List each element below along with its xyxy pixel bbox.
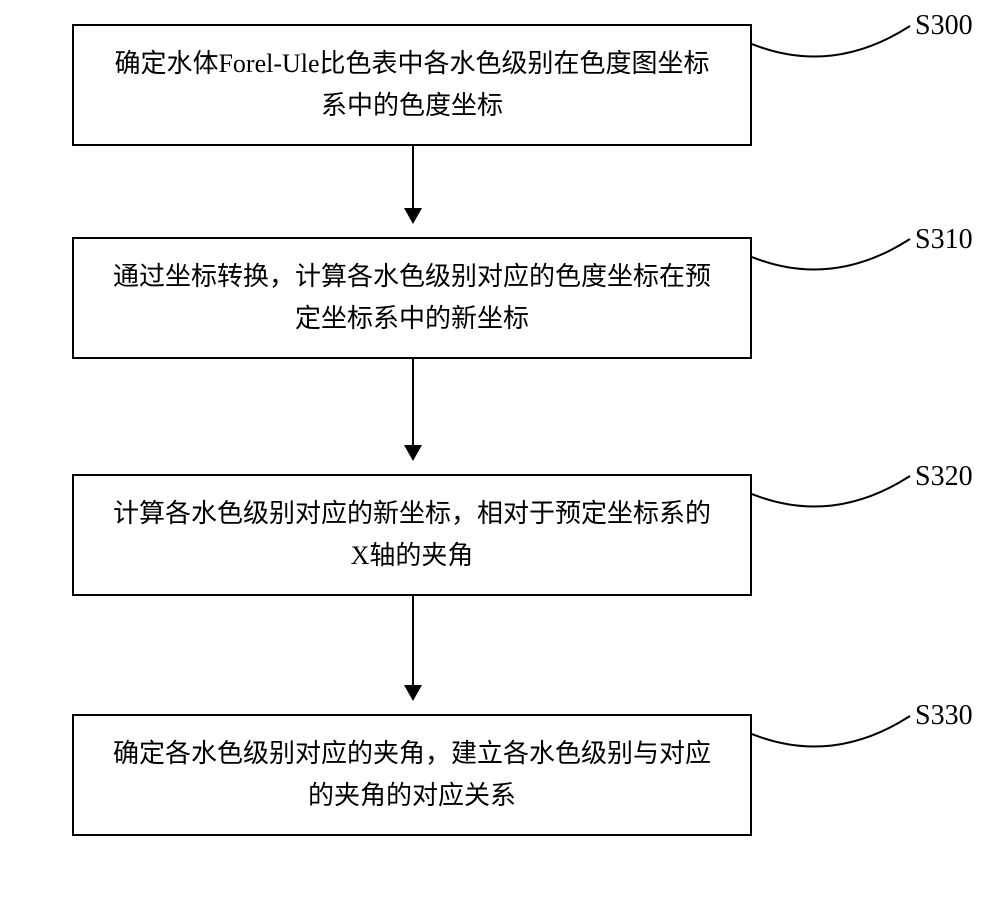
flowchart-step-s300: 确定水体Forel-Ule比色表中各水色级别在色度图坐标系中的色度坐标 — [72, 24, 752, 146]
step-text: 确定各水色级别对应的夹角，建立各水色级别与对应的夹角的对应关系 — [104, 733, 720, 816]
label-connector — [752, 229, 912, 289]
flow-arrow — [412, 359, 414, 459]
step-label-s310: S310 — [915, 224, 973, 256]
flowchart-step-s320: 计算各水色级别对应的新坐标，相对于预定坐标系的X轴的夹角 — [72, 474, 752, 596]
step-text: 计算各水色级别对应的新坐标，相对于预定坐标系的X轴的夹角 — [104, 493, 720, 576]
label-connector — [752, 466, 912, 526]
step-label-s300: S300 — [915, 10, 973, 42]
flowchart-step-s330: 确定各水色级别对应的夹角，建立各水色级别与对应的夹角的对应关系 — [72, 714, 752, 836]
step-text: 通过坐标转换，计算各水色级别对应的色度坐标在预定坐标系中的新坐标 — [104, 256, 720, 339]
label-text: S330 — [915, 700, 973, 731]
flowchart-step-s310: 通过坐标转换，计算各水色级别对应的色度坐标在预定坐标系中的新坐标 — [72, 237, 752, 359]
label-text: S300 — [915, 10, 973, 41]
flowchart-container: 确定水体Forel-Ule比色表中各水色级别在色度图坐标系中的色度坐标 通过坐标… — [0, 0, 1000, 912]
flow-arrow — [412, 146, 414, 222]
flow-arrow — [412, 596, 414, 699]
step-text: 确定水体Forel-Ule比色表中各水色级别在色度图坐标系中的色度坐标 — [104, 43, 720, 126]
label-connector — [752, 706, 912, 766]
label-text: S310 — [915, 224, 973, 255]
label-connector — [752, 16, 912, 76]
label-text: S320 — [915, 461, 973, 492]
step-label-s330: S330 — [915, 700, 973, 732]
step-label-s320: S320 — [915, 461, 973, 493]
